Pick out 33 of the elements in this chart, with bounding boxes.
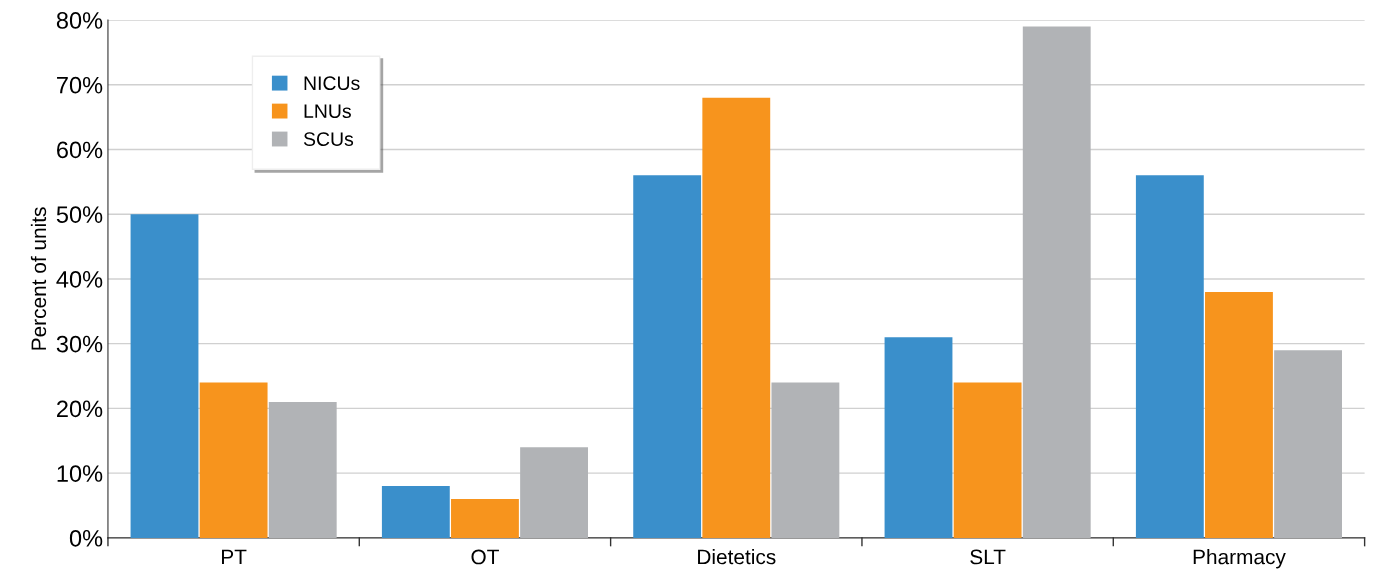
y-tick-label: 0% bbox=[69, 529, 103, 547]
y-tick-label: 40% bbox=[56, 271, 103, 288]
y-tick-label: 70% bbox=[57, 76, 103, 94]
bar bbox=[451, 499, 519, 538]
y-tick-label: 60% bbox=[57, 141, 103, 159]
y-tick-label: 80% bbox=[56, 12, 103, 29]
y-axis-title: Percent of units bbox=[30, 207, 47, 350]
legend-label: SCUs bbox=[303, 132, 354, 146]
bar bbox=[771, 382, 840, 538]
x-tick-label: Dietetics bbox=[698, 548, 776, 565]
bar bbox=[1135, 175, 1204, 538]
x-tick-label: SLT bbox=[970, 549, 1006, 565]
bar bbox=[953, 382, 1022, 538]
bar bbox=[130, 214, 199, 538]
bar bbox=[1022, 26, 1091, 538]
bar bbox=[702, 97, 771, 538]
bar bbox=[1205, 291, 1273, 538]
y-tick-label: 50% bbox=[56, 206, 103, 223]
bar bbox=[381, 486, 450, 538]
legend-label: NICUs bbox=[304, 76, 360, 91]
y-tick-label: 20% bbox=[57, 400, 103, 418]
bar bbox=[268, 401, 337, 538]
x-tick-label: PT bbox=[222, 549, 247, 565]
bar bbox=[884, 337, 953, 538]
y-tick-label: 10% bbox=[57, 465, 103, 482]
bar bbox=[633, 175, 702, 538]
bar bbox=[199, 382, 268, 538]
legend-label: LNUs bbox=[304, 104, 351, 119]
x-tick-label: OT bbox=[471, 549, 499, 565]
bar bbox=[1274, 350, 1342, 538]
bar bbox=[520, 447, 588, 538]
y-tick-label: 30% bbox=[56, 335, 103, 353]
x-tick-label: Pharmacy bbox=[1193, 548, 1286, 569]
